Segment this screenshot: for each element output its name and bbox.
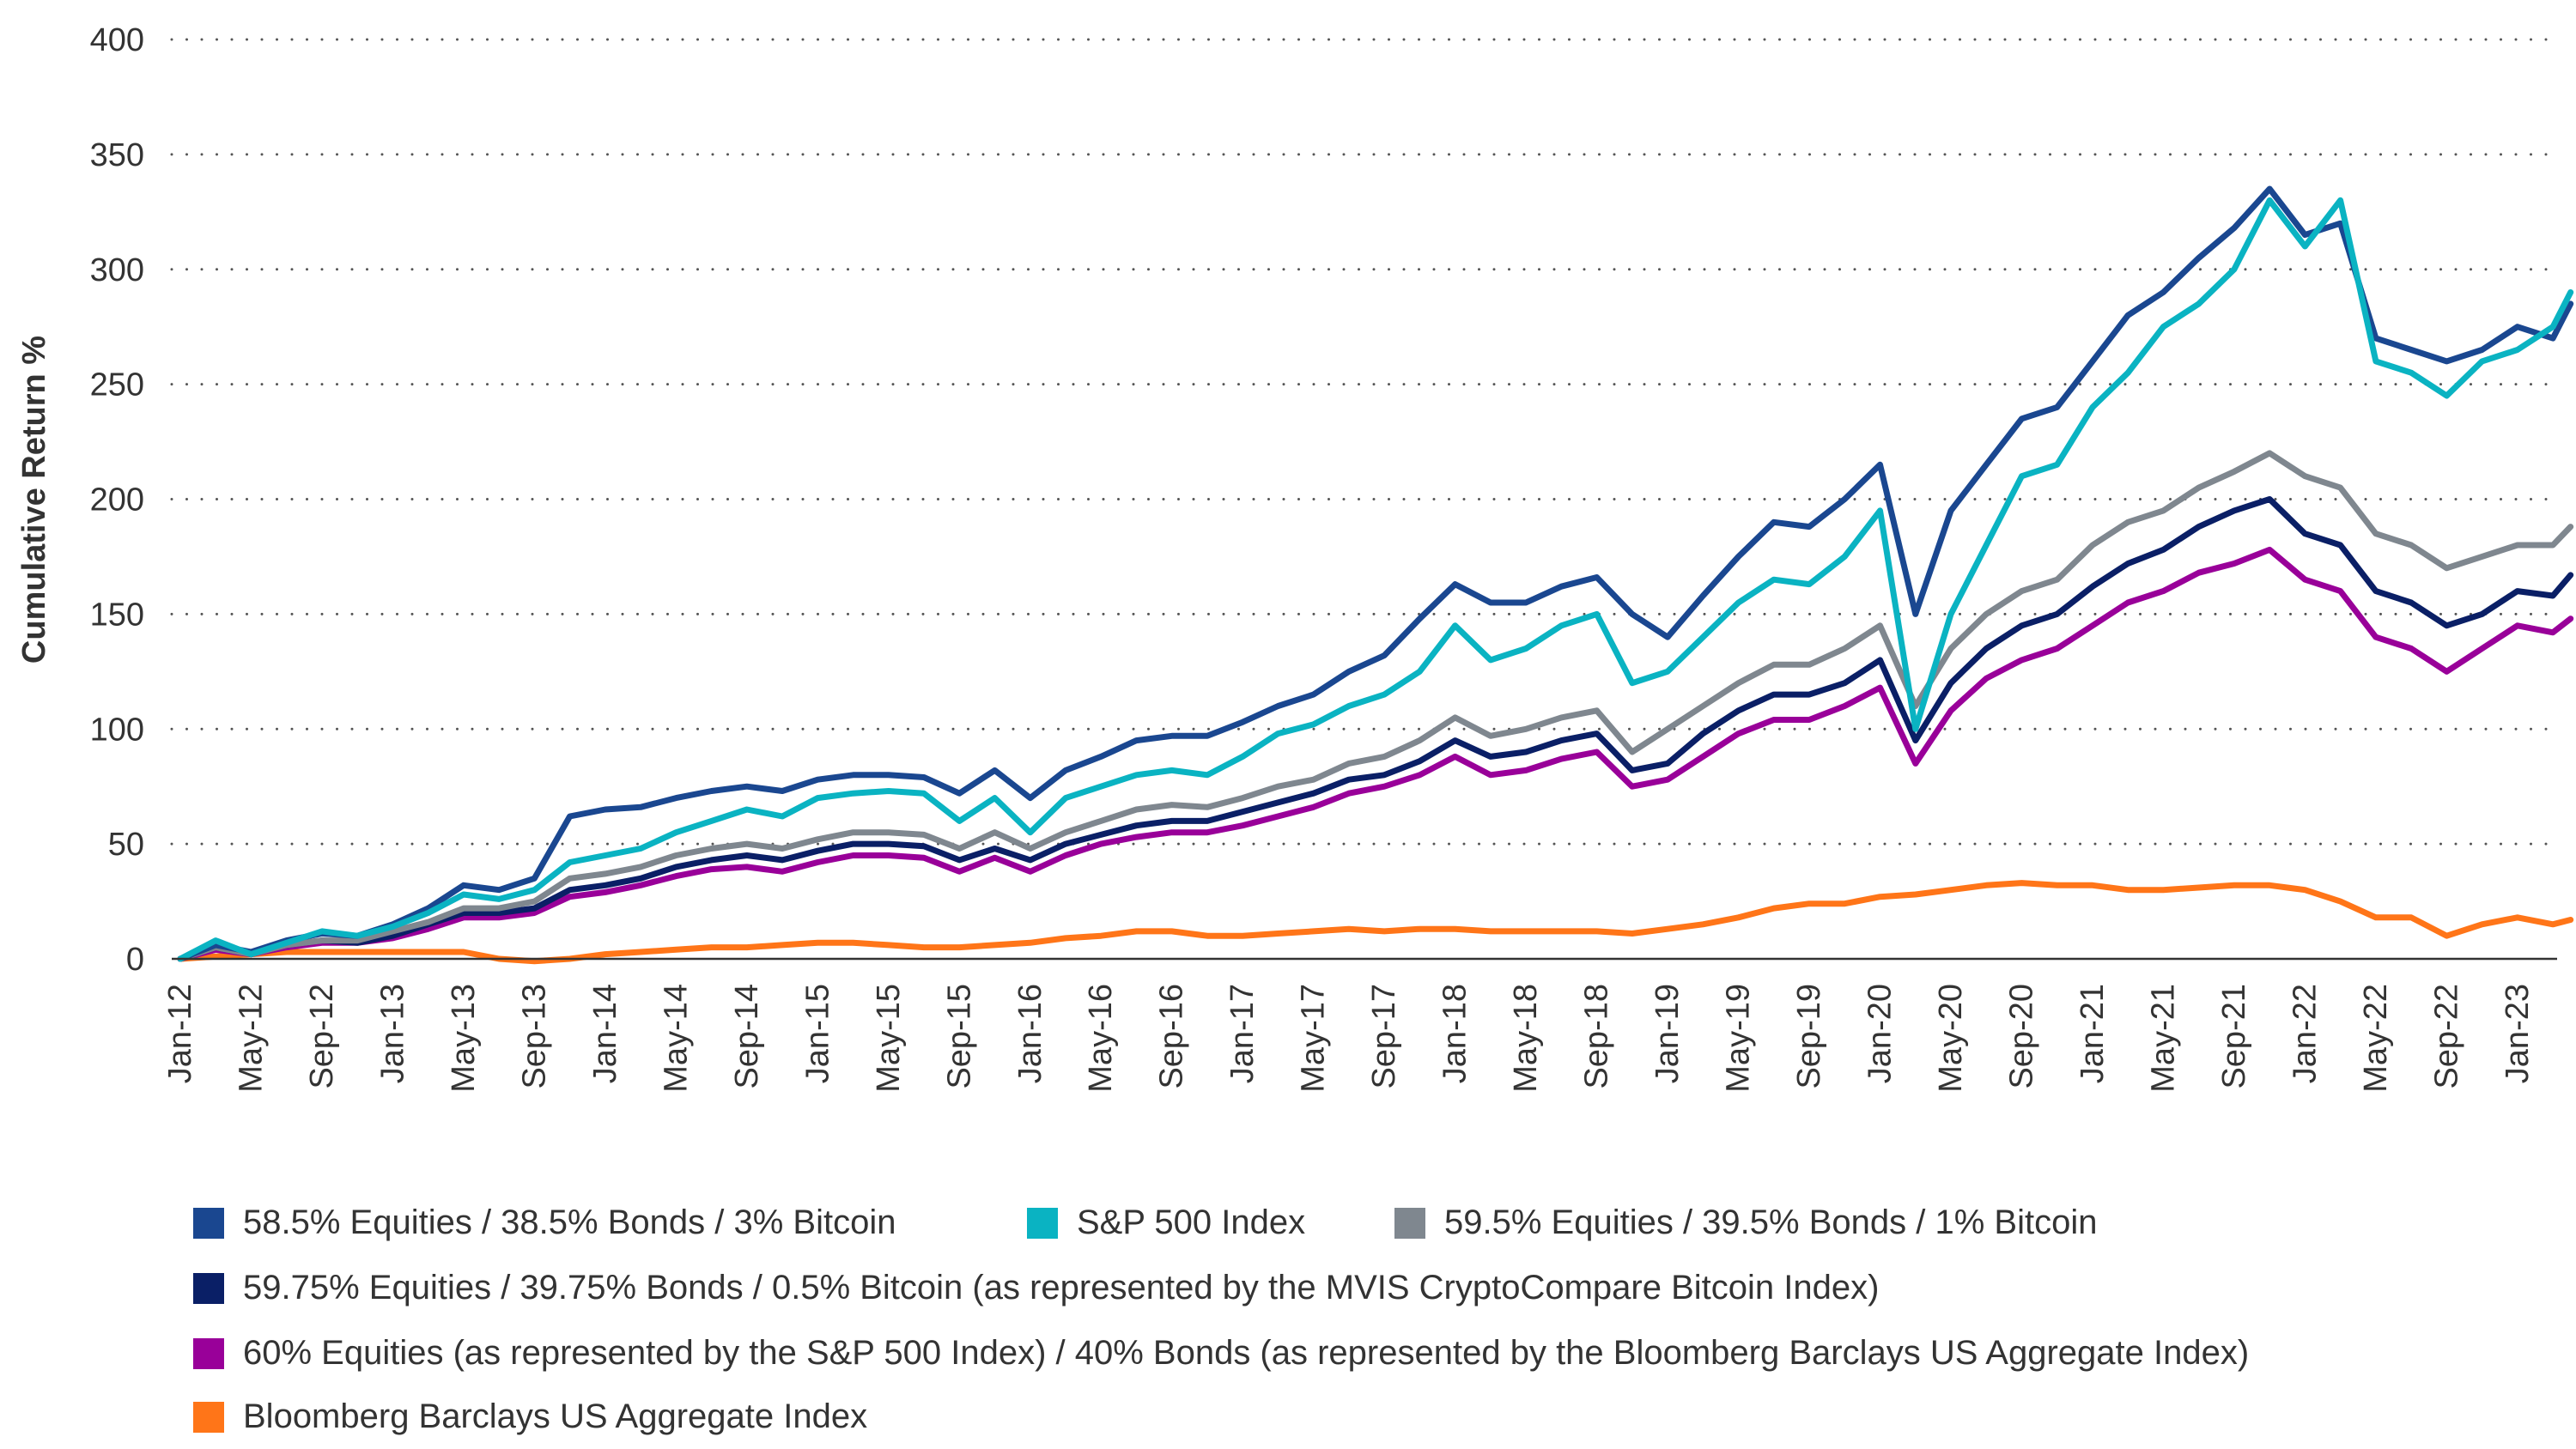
legend-swatch [193, 1401, 224, 1433]
legend-label: 58.5% Equities / 38.5% Bonds / 3% Bitcoi… [243, 1203, 896, 1241]
legend-swatch [193, 1272, 224, 1304]
legend-label: 59.75% Equities / 39.75% Bonds / 0.5% Bi… [243, 1269, 1880, 1307]
legend-swatch [193, 1207, 224, 1239]
legend-item-sp500: S&P 500 Index [1027, 1203, 1305, 1242]
legend-item-60-40: 60% Equities (as represented by the S&P … [193, 1334, 2249, 1373]
x-tick-label: Jan-13 [374, 984, 410, 1083]
x-tick-label: Sep-19 [1791, 984, 1827, 1089]
x-tick-label: Jan-19 [1649, 984, 1686, 1083]
legend-item-1pct-bitcoin: 59.5% Equities / 39.5% Bonds / 1% Bitcoi… [1394, 1203, 2097, 1242]
x-tick-label: Jan-14 [587, 984, 623, 1083]
legend-swatch [193, 1337, 224, 1369]
series-line-3 [177, 450, 2574, 962]
x-tick-label: Jan-15 [799, 984, 835, 1083]
series-line-5 [177, 197, 2574, 962]
legend-label: 60% Equities (as represented by the S&P … [243, 1334, 2250, 1372]
x-tick-label: Jan-18 [1437, 984, 1473, 1083]
x-tick-label: Sep-18 [1579, 984, 1615, 1089]
y-tick-label: 50 [108, 827, 144, 863]
x-tick-label: Sep-20 [2003, 984, 2039, 1089]
x-tick-label: Sep-14 [729, 984, 765, 1089]
legend-item-us-aggregate: Bloomberg Barclays US Aggregate Index [193, 1397, 867, 1436]
x-tick-label: Jan-12 [162, 984, 198, 1083]
y-tick-label: 150 [90, 597, 144, 633]
legend-item-3pct-bitcoin: 58.5% Equities / 38.5% Bonds / 3% Bitcoi… [193, 1203, 896, 1242]
x-tick-label: May-19 [1721, 984, 1757, 1093]
x-tick-label: May-20 [1933, 984, 1969, 1093]
x-tick-label: Sep-16 [1154, 984, 1190, 1089]
x-tick-label: Jan-23 [2500, 984, 2536, 1083]
y-tick-label: 250 [90, 367, 144, 403]
x-tick-label: Jan-22 [2287, 984, 2323, 1083]
x-tick-label: Sep-21 [2216, 984, 2252, 1089]
x-tick-label: Jan-20 [1862, 984, 1899, 1083]
legend-item-0-5pct-bitcoin: 59.75% Equities / 39.75% Bonds / 0.5% Bi… [193, 1269, 1879, 1307]
y-axis-ticks: 0 50 100 150 200 250 300 350 400 [90, 22, 144, 978]
legend-label: 59.5% Equities / 39.5% Bonds / 1% Bitcoi… [1444, 1203, 2098, 1241]
x-tick-label: Sep-22 [2428, 984, 2464, 1089]
legend-swatch [1027, 1207, 1058, 1239]
y-tick-label: 400 [90, 22, 144, 58]
legend-label: Bloomberg Barclays US Aggregate Index [243, 1397, 868, 1435]
y-tick-label: 300 [90, 252, 144, 288]
x-tick-label: May-16 [1083, 984, 1119, 1093]
series-line-4 [177, 185, 2574, 962]
x-tick-label: May-17 [1296, 984, 1332, 1093]
y-tick-label: 350 [90, 137, 144, 173]
x-tick-label: May-22 [2358, 984, 2394, 1093]
y-tick-label: 200 [90, 482, 144, 518]
x-tick-label: Sep-12 [304, 984, 340, 1089]
x-axis-ticks: Jan-12 May-12 Sep-12 Jan-13 May-13 Sep-13 Jan-… [162, 984, 2536, 1093]
x-tick-label: Sep-15 [941, 984, 977, 1089]
series-line-2 [177, 496, 2574, 962]
x-tick-label: May-21 [2145, 984, 2181, 1093]
gridlines [170, 38, 2559, 846]
x-tick-label: May-15 [871, 984, 907, 1093]
x-tick-label: May-12 [233, 984, 269, 1093]
x-tick-label: May-14 [658, 984, 694, 1093]
x-tick-label: Jan-17 [1224, 984, 1261, 1083]
legend-swatch [1394, 1207, 1425, 1239]
x-tick-label: Jan-16 [1012, 984, 1048, 1083]
y-tick-label: 0 [126, 942, 144, 978]
legend-label: S&P 500 Index [1077, 1203, 1306, 1241]
x-tick-label: Sep-13 [516, 984, 552, 1089]
x-tick-label: May-18 [1508, 984, 1544, 1093]
x-tick-label: Sep-17 [1366, 984, 1402, 1089]
x-tick-label: May-13 [446, 984, 482, 1093]
series-line-0 [177, 880, 2574, 965]
y-axis-label: Cumulative Return % [16, 336, 52, 664]
x-tick-label: Jan-21 [2075, 984, 2111, 1083]
series-line-1 [177, 546, 2574, 962]
series-lines [177, 185, 2574, 965]
y-tick-label: 100 [90, 712, 144, 748]
